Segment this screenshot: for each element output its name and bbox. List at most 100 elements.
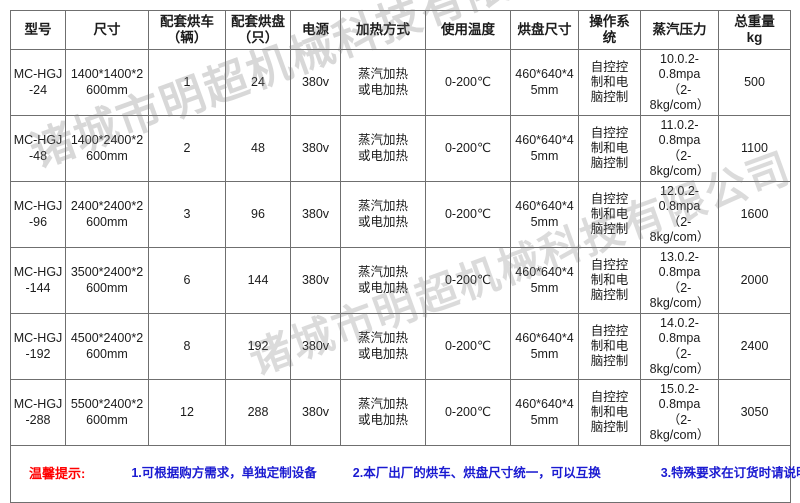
header-text-weight-line2: kg: [746, 30, 763, 45]
header-text-carts-line1: 配套烘车: [160, 13, 214, 29]
cell-power: 380v: [290, 181, 341, 248]
cell-dimension: 3500*2400*2 600mm: [65, 247, 149, 314]
cell-opsys-line1: 自控控: [590, 323, 629, 338]
cell-temperature: 0-200℃: [425, 181, 511, 248]
cell-opsys-line1: 自控控: [590, 125, 629, 140]
cell-opsys-line2: 制和电: [590, 206, 629, 221]
cell-dimension-line1: 3500*2400*2: [70, 265, 144, 280]
cell-tray-size-line2: 5mm: [530, 214, 559, 229]
cell-opsys-line3: 脑控制: [590, 420, 629, 435]
cell-model-line1: MC-HGJ: [13, 133, 63, 148]
cell-tray-size: 460*640*4 5mm: [510, 181, 579, 248]
cell-steam-line1: 15.0.2-0.8mpa: [658, 382, 701, 412]
header-text-weight-line1: 总重量: [734, 13, 775, 29]
cell-dimension-line1: 1400*1400*2: [70, 67, 144, 82]
cell-steam-pressure: 10.0.2-0.8mpa （2-8kg/com）: [640, 49, 719, 116]
table-header: 型号 尺寸 配套烘车 （辆） 配套烘盘 （只） 电源: [10, 10, 791, 50]
cell-trays: 192: [225, 313, 291, 380]
cell-carts: 8: [148, 313, 226, 380]
cell-model: MC-HGJ -96: [10, 181, 66, 248]
cell-tray-size-line2: 5mm: [530, 280, 559, 295]
cell-model-line2: -96: [28, 214, 48, 229]
cell-steam-pressure: 11.0.2-0.8mpa （2-8kg/com）: [640, 115, 719, 182]
cell-carts: 12: [148, 379, 226, 446]
cell-dimension: 4500*2400*2 600mm: [65, 313, 149, 380]
column-header-heating-method: 加热方式: [340, 10, 426, 50]
cell-dimension-line1: 1400*2400*2: [70, 133, 144, 148]
header-row: 型号 尺寸 配套烘车 （辆） 配套烘盘 （只） 电源: [10, 10, 791, 50]
cell-trays: 24: [225, 49, 291, 116]
header-text-model: 型号: [24, 21, 52, 37]
cell-steam-line2: （2-8kg/com）: [649, 148, 710, 178]
cell-heating-line2: 或电加热: [357, 346, 408, 361]
column-header-temperature: 使用温度: [425, 10, 511, 50]
cell-tray-size: 460*640*4 5mm: [510, 379, 579, 446]
cell-heating-line1: 蒸汽加热: [357, 265, 408, 280]
cell-model-line1: MC-HGJ: [13, 331, 63, 346]
cell-temperature: 0-200℃: [425, 379, 511, 446]
cell-heating-line1: 蒸汽加热: [357, 199, 408, 214]
table-row: MC-HGJ -24 1400*1400*2 600mm 1 24 380v 蒸…: [10, 49, 791, 116]
cell-tray-size-line2: 5mm: [530, 148, 559, 163]
cell-trays: 144: [225, 247, 291, 314]
footer-note-2: 2.本厂出厂的烘车、烘盘尺寸统一，可以互换: [352, 466, 601, 481]
cell-dimension-line1: 2400*2400*2: [70, 199, 144, 214]
table-row: MC-HGJ -144 3500*2400*2 600mm 6 144 380v…: [10, 247, 791, 314]
cell-heating-line1: 蒸汽加热: [357, 133, 408, 148]
header-text-temperature: 使用温度: [441, 21, 495, 37]
cell-opsys-line3: 脑控制: [590, 156, 629, 171]
header-text-opsys-line1: 操作系: [589, 13, 630, 29]
header-text-trays-line2: （只）: [237, 30, 279, 45]
cell-carts: 3: [148, 181, 226, 248]
cell-steam-pressure: 12.0.2-0.8mpa （2-8kg/com）: [640, 181, 719, 248]
cell-power: 380v: [290, 115, 341, 182]
cell-dimension-line2: 600mm: [86, 280, 128, 295]
header-text-dimension: 尺寸: [93, 21, 121, 37]
cell-weight: 2000: [718, 247, 791, 314]
cell-tray-size-line1: 460*640*4: [515, 199, 574, 214]
cell-opsys-line1: 自控控: [590, 191, 629, 206]
cell-power: 380v: [290, 379, 341, 446]
cell-tray-size: 460*640*4 5mm: [510, 313, 579, 380]
cell-power: 380v: [290, 313, 341, 380]
cell-opsys-line3: 脑控制: [590, 90, 629, 105]
cell-opsys-line2: 制和电: [590, 74, 629, 89]
cell-model: MC-HGJ -48: [10, 115, 66, 182]
cell-model-line2: -48: [28, 148, 48, 163]
cell-dimension-line2: 600mm: [86, 214, 128, 229]
cell-model-line2: -24: [28, 82, 48, 97]
cell-opsys-line2: 制和电: [590, 140, 629, 155]
column-header-trays: 配套烘盘 （只）: [225, 10, 291, 50]
cell-model-line1: MC-HGJ: [13, 67, 63, 82]
header-text-heating: 加热方式: [356, 21, 410, 37]
cell-power: 380v: [290, 247, 341, 314]
cell-heating-line2: 或电加热: [357, 280, 408, 295]
cell-temperature: 0-200℃: [425, 313, 511, 380]
cell-tray-size-line2: 5mm: [530, 346, 559, 361]
cell-heating: 蒸汽加热 或电加热: [340, 49, 426, 116]
cell-opsys-line3: 脑控制: [590, 354, 629, 369]
cell-model: MC-HGJ -24: [10, 49, 66, 116]
cell-temperature: 0-200℃: [425, 49, 511, 116]
cell-model-line2: -288: [25, 412, 51, 427]
specification-table: 型号 尺寸 配套烘车 （辆） 配套烘盘 （只） 电源: [10, 10, 800, 503]
cell-model-line1: MC-HGJ: [13, 397, 63, 412]
cell-weight: 2400: [718, 313, 791, 380]
header-text-steam: 蒸汽压力: [652, 21, 707, 37]
cell-dimension-line2: 600mm: [86, 412, 128, 427]
cell-heating-line1: 蒸汽加热: [357, 397, 408, 412]
header-text-tray-size: 烘盘尺寸: [517, 21, 572, 37]
page-root: 型号 尺寸 配套烘车 （辆） 配套烘盘 （只） 电源: [10, 0, 800, 503]
cell-operating-system: 自控控 制和电 脑控制: [578, 379, 641, 446]
cell-tray-size-line2: 5mm: [530, 82, 559, 97]
cell-temperature: 0-200℃: [425, 115, 511, 182]
cell-operating-system: 自控控 制和电 脑控制: [578, 247, 641, 314]
cell-model-line1: MC-HGJ: [13, 265, 63, 280]
cell-dimension: 1400*2400*2 600mm: [65, 115, 149, 182]
cell-operating-system: 自控控 制和电 脑控制: [578, 115, 641, 182]
cell-steam-line2: （2-8kg/com）: [649, 280, 710, 310]
cell-steam-line2: （2-8kg/com）: [649, 82, 710, 112]
cell-dimension-line1: 5500*2400*2: [70, 397, 144, 412]
footer-note-label: 温馨提示:: [29, 466, 86, 482]
cell-carts: 6: [148, 247, 226, 314]
